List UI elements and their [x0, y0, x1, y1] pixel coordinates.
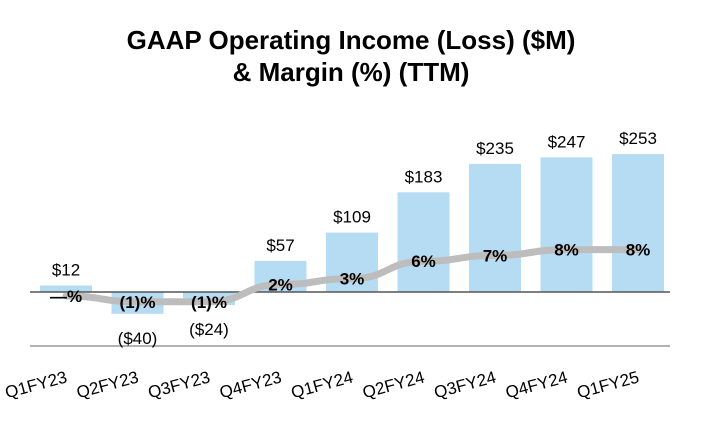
margin-label-Q2FY23: (1)%: [120, 293, 156, 312]
value-label-Q2FY24: $183: [405, 167, 443, 186]
margin-label-Q4FY24: 8%: [554, 241, 579, 260]
value-label-Q3FY23: ($24): [189, 320, 229, 339]
bars-layer: [40, 154, 664, 314]
margin-line: [62, 246, 642, 306]
category-label-Q3FY23: Q3FY23: [146, 368, 212, 403]
chart-title-line-1: GAAP Operating Income (Loss) ($M): [126, 25, 576, 55]
margin-label-Q3FY23: (1)%: [191, 293, 227, 312]
value-label-Q4FY23: $57: [266, 236, 294, 255]
value-label-Q1FY25: $253: [619, 129, 657, 148]
category-label-Q2FY24: Q2FY24: [360, 368, 426, 403]
category-label-Q4FY23: Q4FY23: [217, 368, 283, 403]
chart-title: GAAP Operating Income (Loss) ($M) & Marg…: [0, 24, 702, 88]
margin-label-Q3FY24: 7%: [483, 246, 508, 265]
category-label-Q4FY24: Q4FY24: [503, 368, 569, 403]
chart-title-line-2: & Margin (%) (TTM): [232, 57, 470, 87]
category-label-Q1FY25: Q1FY25: [575, 368, 641, 403]
margin-label-Q1FY25: 8%: [626, 241, 651, 260]
bar-Q2FY24: [397, 192, 450, 292]
value-label-Q2FY23: ($40): [118, 329, 158, 348]
margin-label-Q2FY24: 6%: [411, 252, 436, 271]
margin-label-Q1FY24: 3%: [340, 270, 365, 289]
category-label-Q1FY23: Q1FY23: [3, 368, 69, 403]
margin-label-Q4FY23: 2%: [268, 275, 293, 294]
bar-Q4FY24: [540, 157, 593, 292]
value-label-Q4FY24: $247: [548, 132, 586, 151]
margin-line-layer: [62, 246, 642, 306]
category-label-Q2FY23: Q2FY23: [74, 368, 140, 403]
bar-Q1FY23: [40, 285, 92, 292]
margin-label-Q1FY23: —%: [50, 287, 82, 306]
value-label-Q1FY23: $12: [52, 260, 80, 279]
category-label-Q3FY24: Q3FY24: [432, 368, 498, 403]
value-label-Q1FY24: $109: [333, 208, 371, 227]
bar-Q1FY25: [612, 154, 664, 292]
value-label-Q3FY24: $235: [476, 139, 514, 158]
category-label-Q1FY24: Q1FY24: [289, 368, 355, 403]
bar-Q3FY24: [469, 163, 521, 292]
